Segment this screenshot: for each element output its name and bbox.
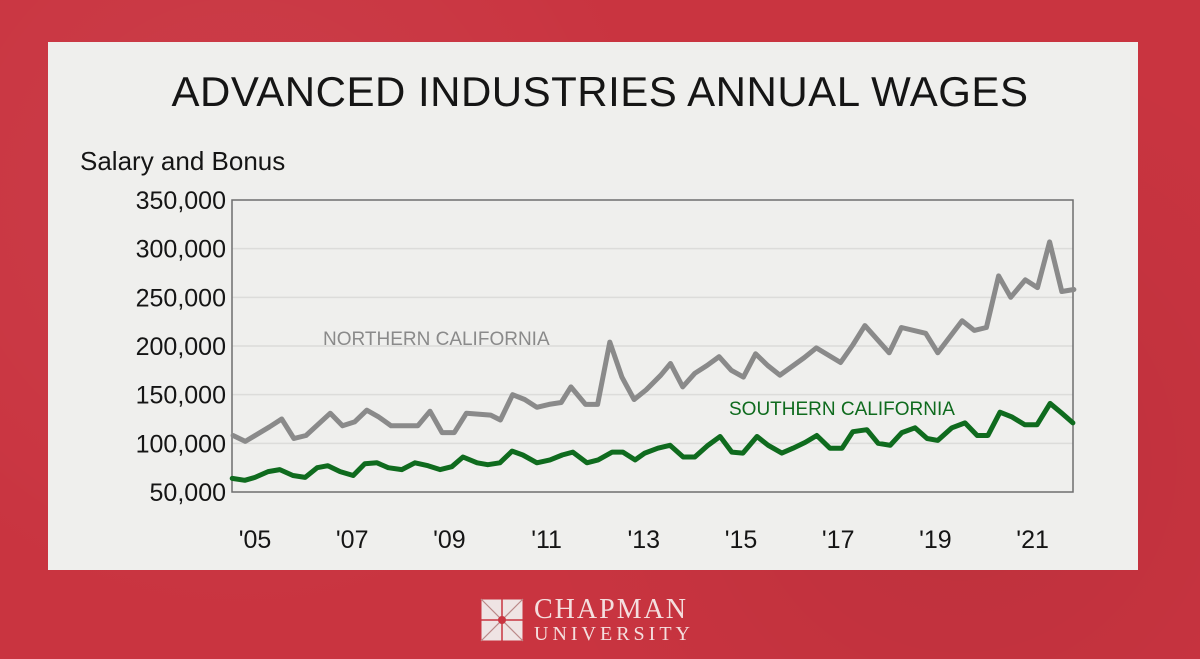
x-tick-label: '21 <box>1016 526 1049 554</box>
series-label-north: NORTHERN CALIFORNIA <box>323 329 550 350</box>
x-tick-label: '19 <box>919 526 952 554</box>
series-label-south: SOUTHERN CALIFORNIA <box>729 399 955 420</box>
chart-panel <box>48 42 1138 570</box>
y-tick-label: 150,000 <box>136 382 226 410</box>
chapman-logo: CHAPMAN UNIVERSITY <box>480 594 694 645</box>
logo-line-2: UNIVERSITY <box>534 623 694 645</box>
y-tick-label: 50,000 <box>150 479 226 507</box>
x-tick-label: '15 <box>725 526 758 554</box>
series-lines <box>229 239 1077 483</box>
chart-title: ADVANCED INDUSTRIES ANNUAL WAGES <box>171 68 1029 115</box>
x-tick-label: '17 <box>822 526 855 554</box>
y-tick-label: 100,000 <box>136 430 226 458</box>
x-tick-label: '11 <box>531 526 562 554</box>
x-tick-label: '13 <box>628 526 661 554</box>
x-tick-label: '05 <box>239 526 272 554</box>
x-tick-label: '07 <box>336 526 369 554</box>
north-series-line <box>230 239 1077 444</box>
y-tick-label: 300,000 <box>136 236 226 264</box>
x-tick-labels: '05 '07 '09 '11 '13 '15 '17 '19 '21 <box>239 526 1049 554</box>
south-series-line <box>229 400 1076 483</box>
x-tick-label: '09 <box>433 526 466 554</box>
y-tick-labels: 50,000 100,000 150,000 200,000 250,000 300,00… <box>136 187 226 507</box>
plot-frame <box>231 199 1074 493</box>
y-tick-label: 200,000 <box>136 333 226 361</box>
y-tick-label: 350,000 <box>136 187 226 215</box>
logo-line-1: CHAPMAN <box>534 594 689 625</box>
y-axis-label: Salary and Bonus <box>80 146 286 176</box>
y-tick-label: 250,000 <box>136 284 226 312</box>
chapman-emblem-icon <box>480 598 524 642</box>
